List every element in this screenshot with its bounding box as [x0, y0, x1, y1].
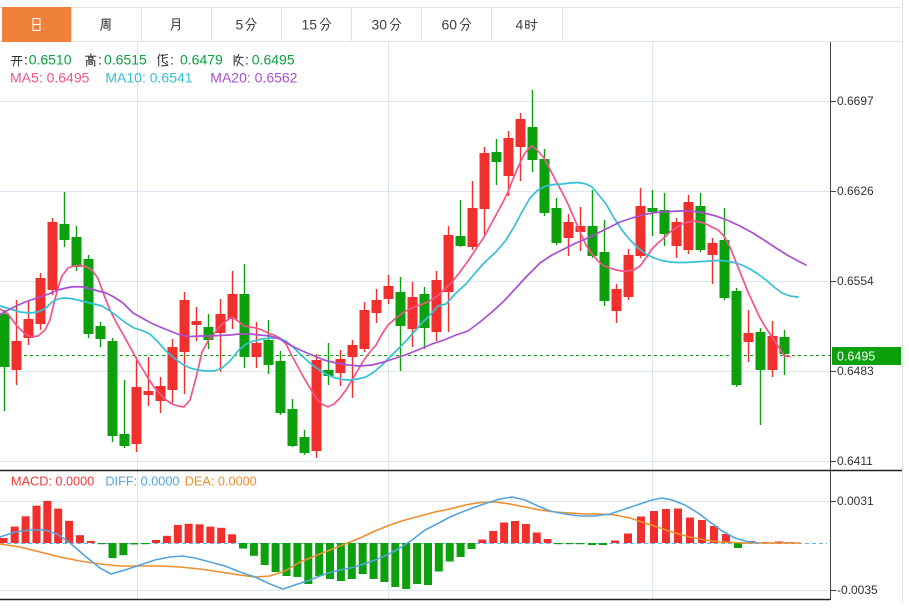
svg-text:30: 30 [372, 17, 388, 33]
svg-text:DEA: 0.0000: DEA: 0.0000 [185, 475, 257, 489]
svg-text::: : [24, 52, 28, 68]
svg-text:0.0031: 0.0031 [837, 494, 874, 508]
svg-text:60: 60 [442, 17, 458, 33]
svg-text:5: 5 [236, 17, 244, 33]
svg-text::: : [170, 52, 174, 68]
svg-text:MACD: 0.0000: MACD: 0.0000 [11, 475, 94, 489]
svg-text:0.6479: 0.6479 [180, 52, 223, 68]
svg-text:0.6411: 0.6411 [837, 454, 873, 468]
svg-text:0.6515: 0.6515 [104, 52, 147, 68]
svg-text::: : [245, 52, 249, 68]
svg-text::: : [98, 52, 102, 68]
svg-text:0.6697: 0.6697 [837, 94, 874, 108]
svg-text:DIFF: 0.0000: DIFF: 0.0000 [105, 475, 179, 489]
svg-text:0.6495: 0.6495 [837, 350, 875, 364]
svg-text:0.6510: 0.6510 [29, 52, 72, 68]
svg-text:4: 4 [516, 17, 524, 33]
svg-text:0.6554: 0.6554 [837, 274, 874, 288]
svg-text:MA5: 0.6495: MA5: 0.6495 [10, 70, 90, 86]
svg-text:MA10: 0.6541: MA10: 0.6541 [105, 70, 192, 86]
svg-text:MA20: 0.6562: MA20: 0.6562 [210, 70, 297, 86]
svg-text:-0.0035: -0.0035 [837, 583, 878, 597]
svg-text:0.6483: 0.6483 [837, 364, 874, 378]
svg-text:0.6626: 0.6626 [837, 184, 874, 198]
svg-text:15: 15 [302, 17, 318, 33]
svg-text:0.6495: 0.6495 [252, 52, 295, 68]
